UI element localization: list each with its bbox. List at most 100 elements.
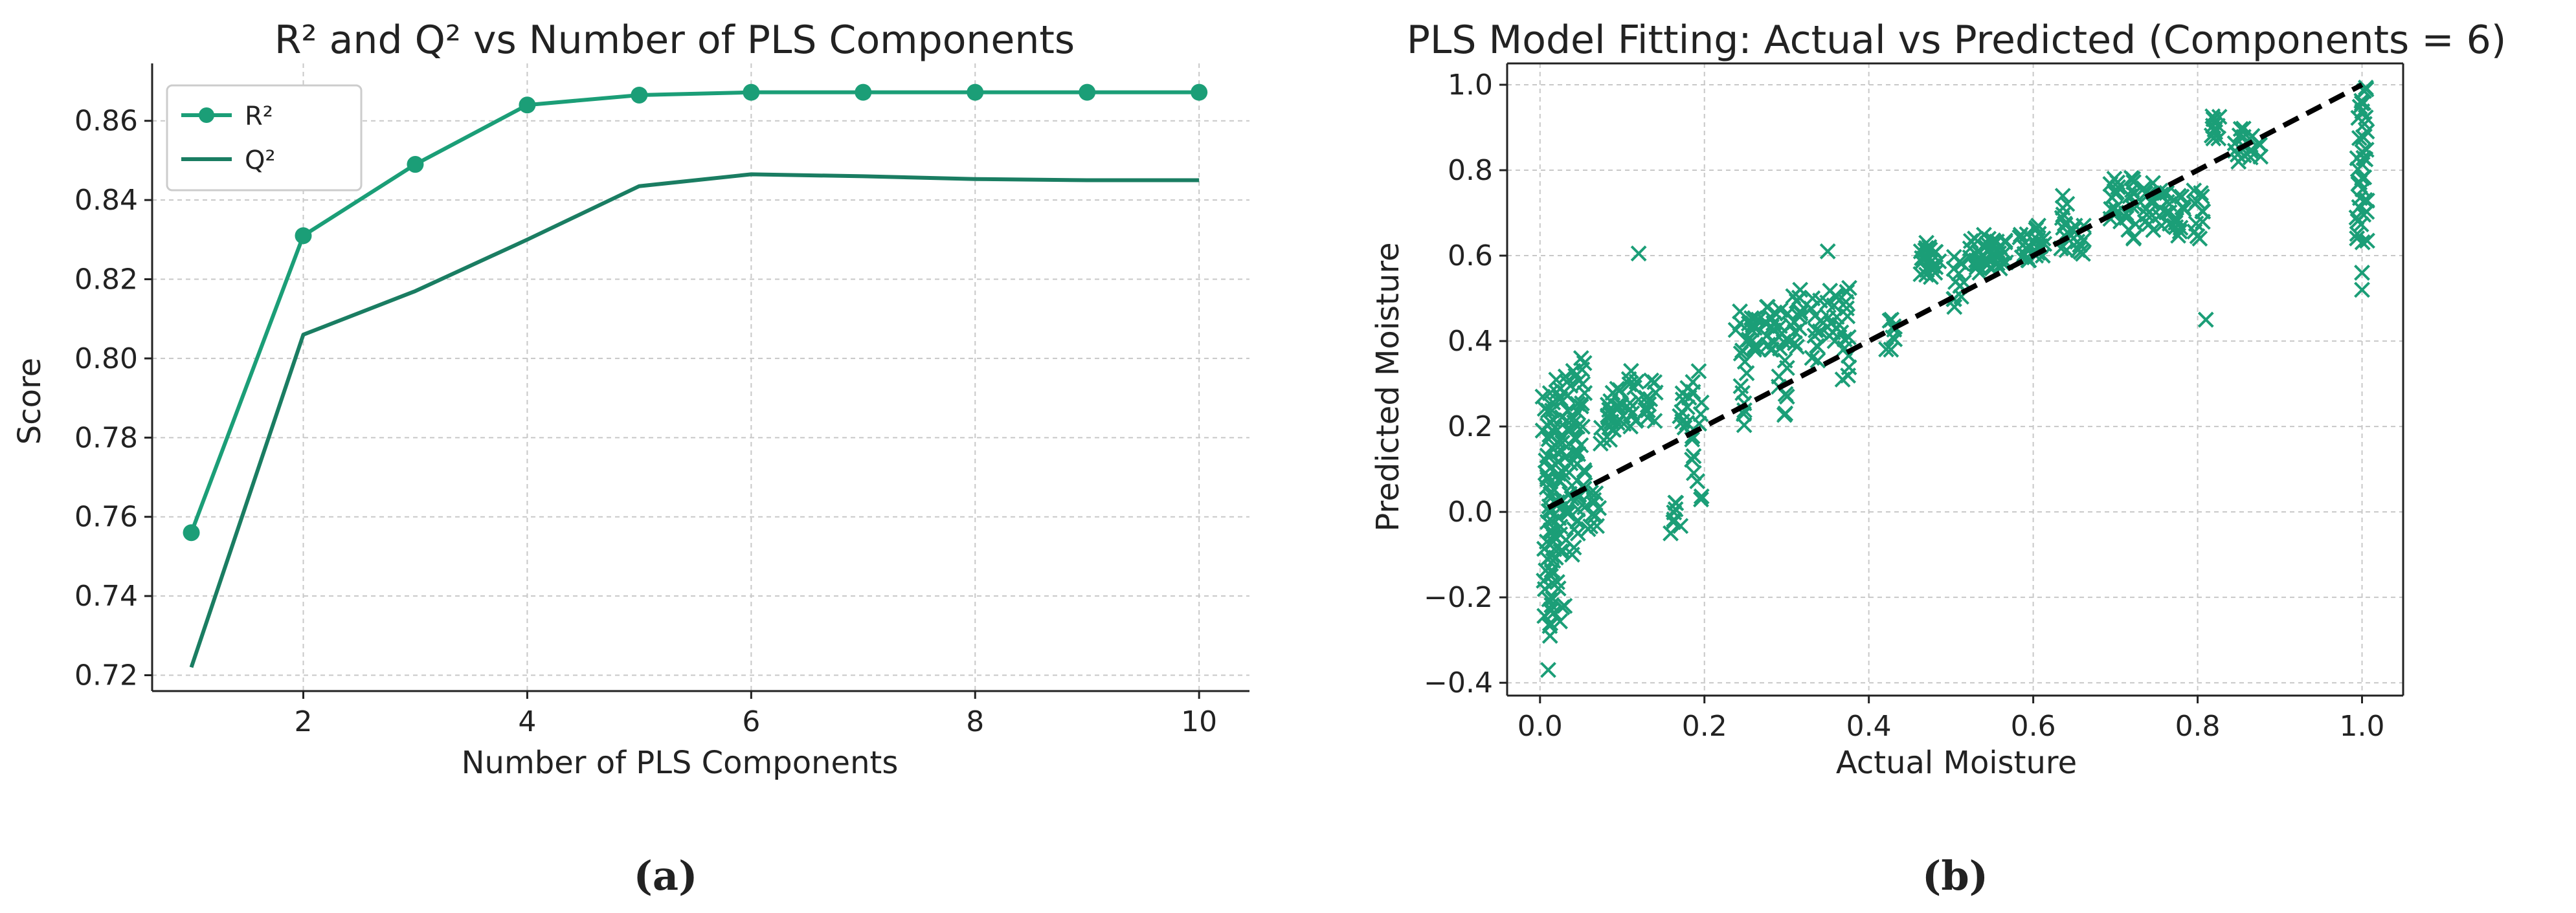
scatter-point-184 (1622, 395, 1639, 412)
scatter-point-200 (1646, 374, 1663, 391)
chart-a-x-tick-label-1: 4 (518, 705, 536, 738)
chart-b-points (1534, 80, 2375, 678)
scatter-point-81 (1552, 518, 1569, 535)
scatter-point-496 (2123, 170, 2140, 186)
scatter-point-382 (1945, 248, 1962, 265)
scatter-point-506 (2137, 185, 2154, 202)
point-r2-2 (295, 227, 312, 245)
point-r2-4 (519, 96, 536, 114)
scatter-point-534 (2189, 228, 2206, 245)
chart-a-grid (152, 63, 1249, 691)
scatter-point-576 (2349, 226, 2366, 242)
scatter-point-222 (1685, 465, 1702, 481)
scatter-point-119 (1559, 388, 1576, 404)
chart-b-y-tick-label-5: 0.6 (1448, 239, 1493, 272)
scatter-point-224 (1685, 448, 1702, 465)
chart-b-x-tick-label-3: 0.6 (2011, 710, 2056, 743)
chart-b-y-tick-label-4: 0.4 (1448, 325, 1493, 358)
scatter-point-597 (2358, 142, 2375, 158)
chart-a-x-tick-label-3: 8 (966, 705, 984, 738)
scatter-point-91 (1554, 434, 1571, 451)
chart-a-legend: R² Q² (166, 84, 363, 192)
scatter-point-221 (1689, 473, 1706, 490)
scatter-point-156 (1602, 432, 1618, 448)
chart-a-y-tick-label-5: 0.82 (74, 263, 138, 296)
scatter-point-206 (1667, 501, 1684, 518)
scatter-point-484 (2125, 229, 2142, 246)
scatter-point-575 (2349, 230, 2366, 247)
chart-b-reference-line (1547, 82, 2364, 511)
scatter-point-142 (1571, 372, 1587, 389)
scatter-point-220 (1693, 488, 1710, 505)
scatter-point-433 (2012, 226, 2029, 243)
chart-a-title: R² and Q² vs Number of PLS Components (274, 17, 1075, 63)
scatter-point-369 (1921, 241, 1938, 258)
scatter-point-408 (1976, 226, 1992, 243)
chart-a-series (183, 83, 1208, 668)
scatter-point-232 (1690, 363, 1707, 380)
chart-b-y-tick-label-3: 0.2 (1448, 410, 1493, 443)
scatter-point-340 (1841, 280, 1857, 296)
scatter-point-33 (1539, 447, 1556, 464)
chart-b-tick-labels: 0.0 0.2 0.4 0.6 0.8 1.0 −0.4 −0.2 0.0 0.2 0.4 0.6 0.… (1424, 69, 2384, 743)
scatter-point-238 (1732, 378, 1749, 395)
scatter-point-553 (2211, 109, 2228, 125)
outlier-point-6 (1556, 597, 1573, 614)
scatter-point-544 (2186, 182, 2202, 199)
chart-a-y-tick-label-2: 0.76 (74, 501, 138, 534)
scatter-point-457 (2059, 195, 2076, 212)
scatter-point-57 (1543, 522, 1559, 538)
scatter-point-102 (1565, 539, 1582, 556)
chart-b-x-tick-label-2: 0.4 (1846, 710, 1892, 743)
scatter-point-422 (1989, 233, 2005, 250)
scatter-point-231 (1685, 374, 1701, 390)
legend-frame (166, 84, 363, 192)
scatter-point-337 (1839, 300, 1855, 316)
scatter-point-401 (1975, 248, 1991, 265)
scatter-point-446 (2028, 221, 2044, 238)
outlier-point-4 (2354, 281, 2370, 298)
chart-b-xlabel: Actual Moisture (1836, 745, 2077, 781)
outlier-point-0 (1540, 661, 1556, 678)
scatter-point-394 (1967, 230, 1983, 247)
outlier-point-7 (1573, 350, 1589, 366)
scatter-point-326 (1822, 282, 1839, 299)
scatter-point-572 (2244, 127, 2261, 144)
scatter-point-314 (1804, 290, 1821, 307)
scatter-point-304 (1804, 349, 1820, 366)
scatter-point-77 (1552, 543, 1569, 560)
chart-a-x-tick-label-0: 2 (294, 705, 312, 738)
scatter-point-52 (1543, 562, 1560, 578)
legend-label-q2: Q² (245, 146, 276, 175)
identity-line (1547, 82, 2364, 511)
scatter-point-290 (1786, 335, 1803, 351)
scatter-point-139 (1574, 395, 1590, 412)
chart-a-y-tick-label-4: 0.80 (74, 342, 138, 375)
scatter-point-366 (1931, 253, 1947, 270)
scatter-point-178 (1611, 382, 1628, 399)
chart-a-y-tick-label-0: 0.72 (74, 659, 138, 692)
scatter-point-288 (1772, 302, 1789, 318)
scatter-point-135 (1574, 419, 1591, 435)
chart-b: PLS Model Fitting: Actual vs Predicted (… (1370, 17, 2506, 899)
chart-b-y-tick-label-6: 0.8 (1448, 154, 1493, 187)
outlier-point-5 (2354, 265, 2370, 281)
scatter-point-208 (1668, 495, 1685, 511)
outlier-point-2 (1819, 243, 1836, 259)
outlier-point-3 (2197, 311, 2214, 328)
scatter-point-219 (1693, 491, 1709, 508)
point-r2-5 (631, 86, 648, 104)
chart-a-x-tick-label-4: 10 (1181, 705, 1217, 738)
point-r2-9 (1079, 83, 1096, 101)
chart-a-y-tick-label-6: 0.84 (74, 184, 138, 217)
panel-label-a: (a) (634, 852, 698, 899)
scatter-point-609 (2353, 93, 2370, 109)
scatter-point-608 (2353, 95, 2370, 112)
legend-marker-r2 (199, 107, 214, 123)
scatter-point-51 (1543, 564, 1560, 580)
chart-b-x-tick-label-5: 1.0 (2340, 710, 2385, 743)
chart-b-y-tick-label-7: 1.0 (1448, 69, 1493, 102)
chart-b-x-tick-label-0: 0.0 (1518, 710, 1563, 743)
scatter-point-274 (1760, 298, 1776, 315)
